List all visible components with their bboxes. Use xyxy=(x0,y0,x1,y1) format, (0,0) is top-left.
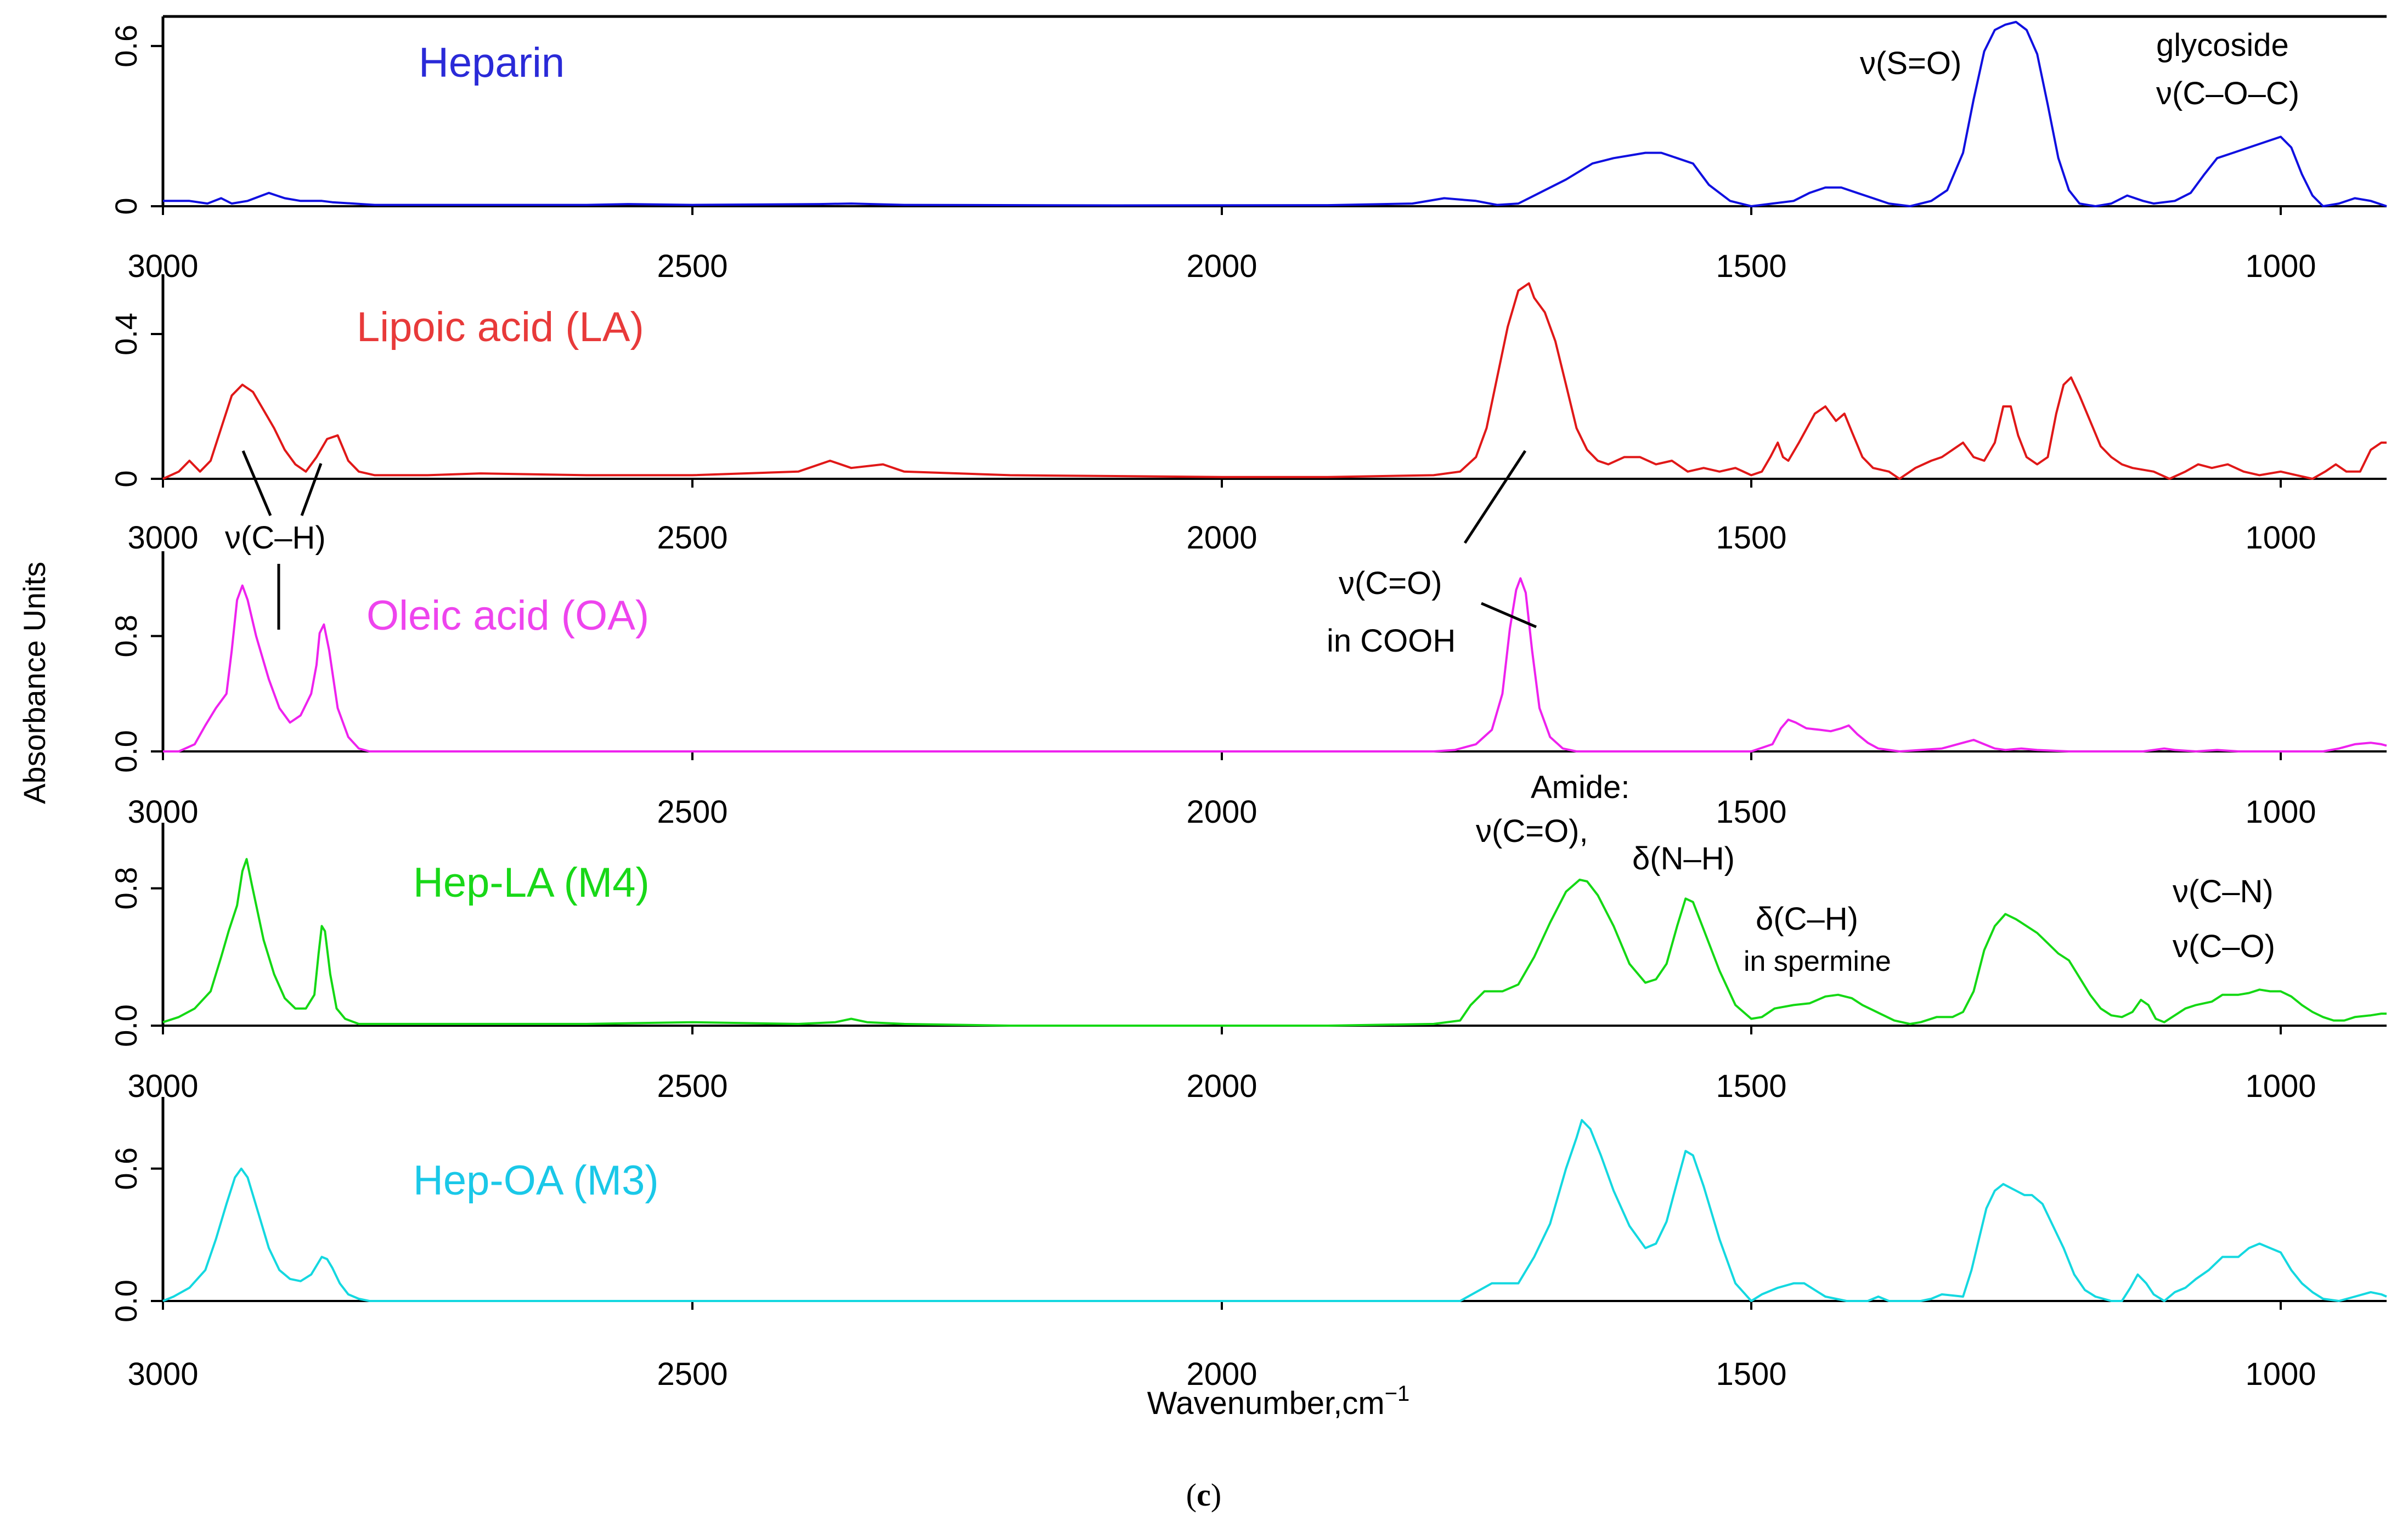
annotations: ν(S=O) glycoside ν(C–O–C) ν(C–H) ν(C=O) … xyxy=(225,27,2299,977)
panel-2-x-tick-label: 2000 xyxy=(1186,520,1257,556)
panel-1-x-tick-label: 1500 xyxy=(1716,248,1786,284)
panel-5-spectrum-line xyxy=(162,1119,2387,1302)
panel-4-x-tick-label: 1500 xyxy=(1716,1068,1786,1104)
annotation-amide-label: Amide: xyxy=(1531,770,1630,805)
panel-4-compound-label: Hep-LA (M4) xyxy=(413,859,650,906)
annotation-glycoside-label: glycoside xyxy=(2156,27,2289,63)
annotation-spermine-label: in spermine xyxy=(1744,946,1891,977)
figure-caption: (c) xyxy=(1186,1477,1221,1513)
panel-2-compound-label: Lipoic acid (LA) xyxy=(357,304,644,350)
panel-3-y-tick-label: 0.0 xyxy=(109,730,143,773)
annotation-so-label: ν(S=O) xyxy=(1860,46,1961,81)
co-leader-line-up xyxy=(1463,450,1527,544)
panel-2-x-tick-label: 1000 xyxy=(2245,520,2316,556)
panel-1-spectrum-line xyxy=(163,21,2387,207)
panel-2-x-tick-label: 3000 xyxy=(127,520,198,556)
y-axis-title: Absorbance Units xyxy=(17,562,52,804)
panel-2: 0 0.4 3000 2500 2000 1500 1000 Lipoic acid (LA) xyxy=(109,274,2387,556)
annotation-co-stretch-label: ν(C–O) xyxy=(2173,929,2275,964)
panel-4-y-tick-label: 0.0 xyxy=(109,1004,143,1047)
panel-5-x-tick-label: 1500 xyxy=(1716,1356,1786,1392)
panel-3-compound-label: Oleic acid (OA) xyxy=(366,592,649,639)
annotation-amide-co-label: ν(C=O), xyxy=(1476,813,1588,849)
panel-3-x-tick-label: 1000 xyxy=(2245,794,2316,830)
panel-1-y-tick-label: 0 xyxy=(109,197,143,214)
annotation-lines xyxy=(241,450,1537,630)
x-axis-title: Wavenumber,cm−1 xyxy=(1147,1382,1410,1421)
annotation-cooh-label: in COOH xyxy=(1327,623,1456,659)
panel-2-y-tick-label: 0.4 xyxy=(109,313,143,355)
panel-4-y-tick-label: 0.8 xyxy=(109,867,143,910)
panel-1-y-tick-label: 0.6 xyxy=(109,25,143,67)
panel-5-x-tick-label: 2500 xyxy=(657,1356,728,1392)
caption-open-paren: ( xyxy=(1186,1477,1197,1513)
panel-4-x-tick-label: 2500 xyxy=(657,1068,728,1104)
panel-5: 0.0 0.6 3000 2500 2000 1500 1000 Hep-OA (M3) xyxy=(109,1097,2387,1392)
panel-5-x-tick-label: 1000 xyxy=(2245,1356,2316,1392)
annotation-coc-label: ν(C–O–C) xyxy=(2156,76,2299,111)
x-axis-title-exponent: −1 xyxy=(1385,1382,1410,1406)
caption-close-paren: ) xyxy=(1211,1477,1221,1513)
panel-3-x-tick-label: 1500 xyxy=(1716,794,1786,830)
panel-5-y-tick-label: 0.6 xyxy=(109,1147,143,1190)
panel-1-x-tick-label: 2500 xyxy=(657,248,728,284)
spectra-panels: 0 0.6 3000 2500 2000 1500 1000 Heparin 0 0.4 3000 2… xyxy=(109,15,2387,1392)
co-leader-line-right xyxy=(1481,602,1537,629)
ch-leader-line-left xyxy=(241,450,272,516)
panel-1-x-tick-label: 2000 xyxy=(1186,248,1257,284)
panel-2-x-tick-label: 1500 xyxy=(1716,520,1786,556)
annotation-co-label: ν(C=O) xyxy=(1339,565,1442,601)
panel-3-x-tick-label: 2000 xyxy=(1186,794,1257,830)
caption-letter: c xyxy=(1197,1477,1211,1513)
annotation-dch-label: δ(C–H) xyxy=(1756,901,1858,937)
panel-4-x-tick-label: 1000 xyxy=(2245,1068,2316,1104)
annotation-nh-label: δ(N–H) xyxy=(1632,841,1735,876)
annotation-cn-label: ν(C–N) xyxy=(2173,874,2274,909)
panel-2-x-tick-label: 2500 xyxy=(657,520,728,556)
panel-3-y-tick-label: 0.8 xyxy=(109,615,143,658)
panel-5-compound-label: Hep-OA (M3) xyxy=(413,1157,659,1204)
panel-3-x-tick-label: 2500 xyxy=(657,794,728,830)
panel-2-y-tick-label: 0 xyxy=(109,470,143,487)
panel-1-compound-label: Heparin xyxy=(419,39,565,86)
panel-2-spectrum-line xyxy=(162,282,2387,480)
panel-1-x-tick-label: 1000 xyxy=(2245,248,2316,284)
x-axis-title-main: Wavenumber,cm xyxy=(1147,1385,1385,1421)
panel-4-spectrum-line xyxy=(162,858,2387,1027)
panel-3-spectrum-line xyxy=(163,577,2387,753)
panel-5-y-tick-label: 0.0 xyxy=(109,1280,143,1322)
panel-5-x-tick-label: 2000 xyxy=(1186,1356,1257,1392)
panel-5-x-tick-label: 3000 xyxy=(127,1356,198,1392)
panel-4-x-tick-label: 2000 xyxy=(1186,1068,1257,1104)
annotation-ch-label: ν(C–H) xyxy=(225,520,326,556)
ch-leader-line-right xyxy=(300,463,323,516)
